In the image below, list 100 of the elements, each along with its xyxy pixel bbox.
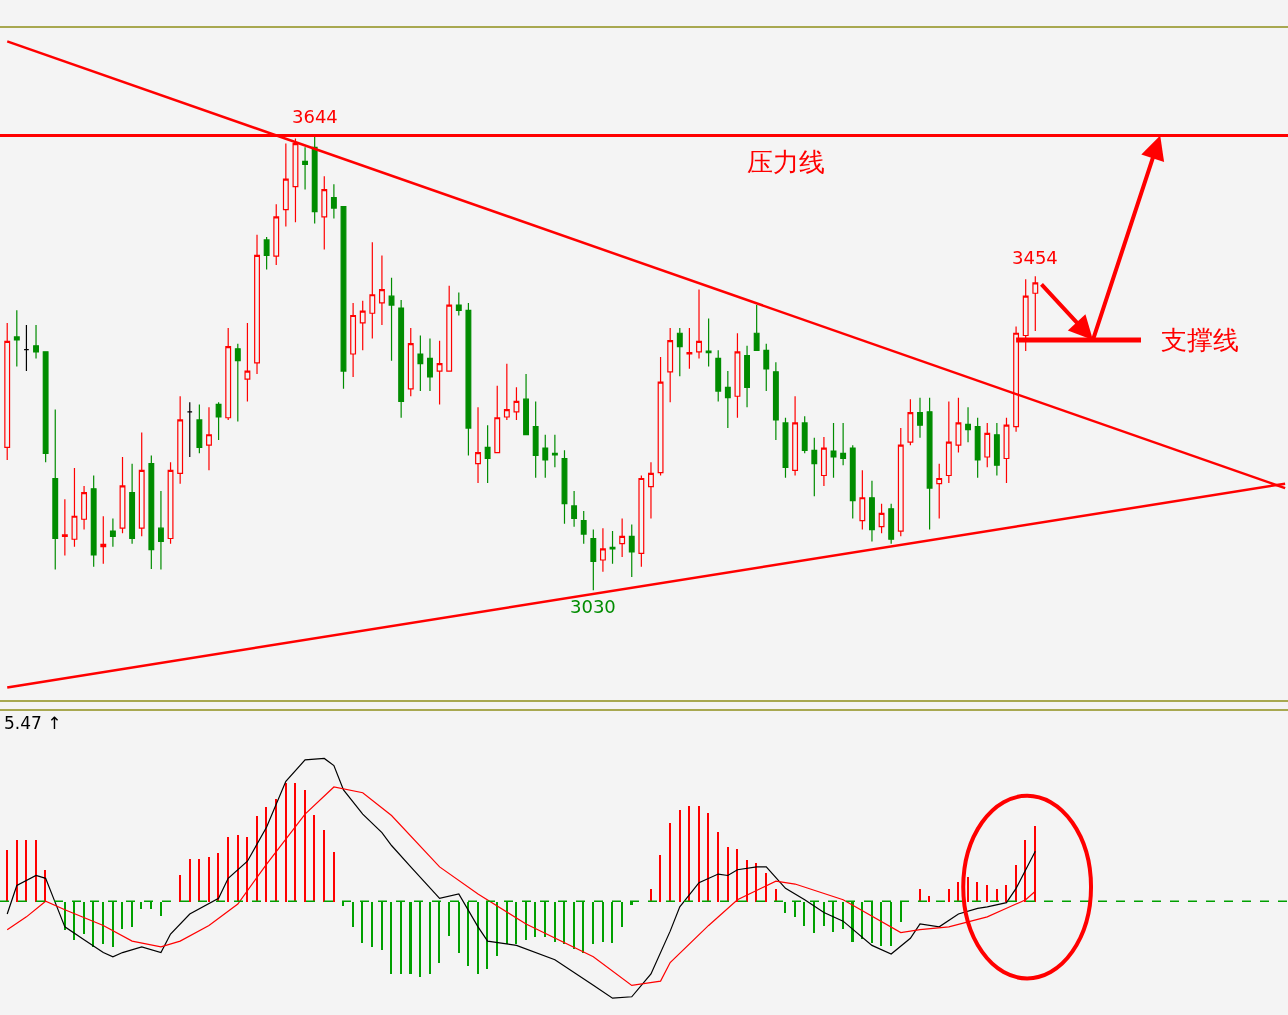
bar <box>275 798 277 902</box>
candlestick <box>52 408 59 571</box>
bar <box>679 809 681 902</box>
candlestick <box>551 434 558 468</box>
bar <box>323 829 325 902</box>
candlestick <box>869 480 875 543</box>
bar <box>948 888 950 902</box>
bar <box>35 839 37 902</box>
candlestick <box>667 327 674 403</box>
candlestick <box>138 431 145 537</box>
candlestick <box>657 356 664 477</box>
bar <box>448 901 450 936</box>
candlestick <box>744 345 750 408</box>
text: 5.47 ↑ <box>4 713 62 733</box>
candlestick <box>388 277 395 362</box>
candlestick <box>282 142 289 228</box>
candlestick <box>917 397 923 439</box>
candlestick <box>840 422 847 466</box>
candlestick <box>100 515 107 565</box>
bar <box>823 901 825 926</box>
bar <box>592 901 594 944</box>
candlestick <box>244 322 251 403</box>
candlestick <box>811 437 818 497</box>
candlestick <box>542 434 549 479</box>
candlestick <box>340 205 347 390</box>
bar <box>304 789 306 902</box>
bar <box>688 805 690 902</box>
candlestick <box>888 503 895 545</box>
candlestick <box>321 175 328 251</box>
candlestick <box>157 490 164 571</box>
candlestick <box>724 370 731 429</box>
candlestick <box>1003 417 1010 484</box>
candlestick <box>196 403 203 454</box>
candlestick <box>90 474 97 568</box>
candlestick <box>206 406 212 471</box>
candlestick <box>590 529 597 591</box>
candlestick <box>446 285 453 372</box>
candlestick <box>648 461 654 520</box>
candlestick <box>619 517 626 558</box>
candlestick <box>417 334 424 392</box>
bar <box>573 901 575 949</box>
candlestick <box>705 317 712 368</box>
candlestick <box>13 309 20 368</box>
bar <box>121 901 123 929</box>
bar <box>102 901 104 944</box>
candlestick <box>350 302 357 378</box>
candlestick <box>734 332 741 419</box>
bar <box>765 872 767 902</box>
bar <box>717 831 719 902</box>
bar <box>698 805 700 902</box>
bar <box>333 851 335 902</box>
candlestick <box>234 343 241 423</box>
candlestick <box>1032 275 1039 332</box>
candlestick <box>119 456 126 534</box>
bar <box>746 859 748 902</box>
bar <box>496 901 498 956</box>
bar <box>198 858 200 902</box>
bar <box>1005 884 1007 902</box>
candlestick <box>61 498 68 557</box>
candlestick <box>378 254 385 326</box>
candlestick <box>955 397 962 454</box>
bar <box>227 836 229 902</box>
candlestick <box>753 304 760 351</box>
bar <box>669 822 671 902</box>
candlestick <box>965 406 971 443</box>
candlestick <box>763 343 770 392</box>
candlestick <box>609 530 616 565</box>
candlestick <box>225 327 232 421</box>
candlestick <box>359 300 366 351</box>
bar <box>429 901 431 974</box>
candlestick <box>820 436 827 487</box>
bar <box>140 901 142 909</box>
bar <box>976 881 978 902</box>
bar <box>208 856 210 902</box>
candlestick <box>532 400 539 479</box>
bar <box>986 884 988 902</box>
bar <box>554 901 556 942</box>
bar <box>928 895 930 902</box>
bar <box>727 846 729 902</box>
annotation: 3030 <box>570 596 616 617</box>
candlestick <box>330 183 337 220</box>
bar <box>246 836 248 902</box>
candlestick <box>926 397 933 531</box>
candlestick <box>523 373 530 436</box>
candlestick <box>398 299 405 419</box>
candlestick <box>696 288 702 360</box>
candlestick <box>782 417 789 479</box>
candlestick <box>436 340 443 405</box>
bar <box>179 874 181 902</box>
candlestick <box>177 395 184 485</box>
candlestick <box>792 395 799 477</box>
candlestick <box>81 485 88 531</box>
bar <box>189 858 191 902</box>
bar <box>515 901 517 944</box>
bar <box>256 815 258 902</box>
bar <box>409 901 412 974</box>
candlestick <box>71 467 78 548</box>
candlestick <box>4 322 11 461</box>
candlestick <box>984 422 991 468</box>
bar <box>967 876 969 902</box>
